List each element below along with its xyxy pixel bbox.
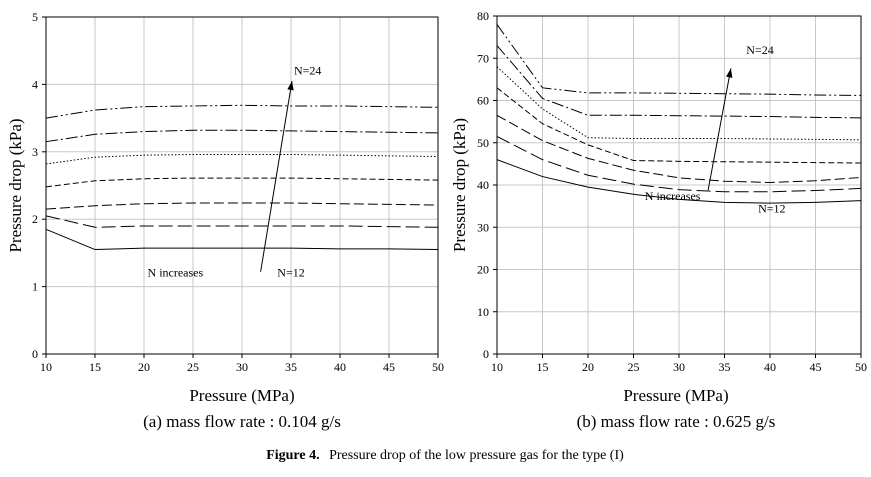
series-line-3 xyxy=(45,202,439,210)
y-tick-label: 80 xyxy=(477,9,489,23)
chart-b-ylabel: Pressure drop (kPa) xyxy=(450,118,469,252)
series-line-5 xyxy=(496,66,862,141)
annotation-label: N=12 xyxy=(758,201,785,215)
y-tick-label: 60 xyxy=(477,94,489,108)
series-line-2 xyxy=(45,215,439,228)
annotation-label: N increases xyxy=(645,189,701,203)
series-line-6 xyxy=(45,129,439,143)
y-tick-label: 0 xyxy=(32,347,38,361)
chart-b-subtitle: (b) mass flow rate : 0.625 g/s xyxy=(577,412,776,431)
caption-text: Pressure drop of the low pressure gas fo… xyxy=(329,448,624,463)
y-tick-label: 0 xyxy=(483,347,489,361)
series-line-1 xyxy=(496,159,862,204)
series-line-4 xyxy=(45,177,439,188)
x-tick-label: 30 xyxy=(673,360,685,374)
y-tick-label: 4 xyxy=(32,77,38,91)
x-tick-label: 10 xyxy=(40,360,52,374)
x-tick-label: 45 xyxy=(383,360,395,374)
x-tick-label: 50 xyxy=(432,360,444,374)
y-tick-label: 50 xyxy=(477,136,489,150)
y-tick-label: 2 xyxy=(32,212,38,226)
x-tick-label: 25 xyxy=(628,360,640,374)
x-tick-label: 45 xyxy=(810,360,822,374)
annotation-label: N=24 xyxy=(746,43,773,57)
annotation-label: N increases xyxy=(148,265,204,279)
n-increases-arrow xyxy=(260,80,293,272)
x-tick-label: 50 xyxy=(855,360,867,374)
x-tick-label: 35 xyxy=(285,360,297,374)
series-line-1 xyxy=(45,228,439,251)
x-tick-label: 15 xyxy=(537,360,549,374)
x-tick-label: 10 xyxy=(491,360,503,374)
x-tick-label: 15 xyxy=(89,360,101,374)
series-line-6 xyxy=(496,45,862,119)
caption-label: Figure 4. xyxy=(266,448,319,463)
figure-caption: Figure 4. Pressure drop of the low press… xyxy=(266,448,624,463)
series-line-7 xyxy=(45,104,439,119)
n-increases-arrow xyxy=(707,68,732,191)
chart-a-ylabel: Pressure drop (kPa) xyxy=(6,118,25,252)
series-line-7 xyxy=(496,24,862,96)
chart-a-subtitle: (a) mass flow rate : 0.104 g/s xyxy=(143,412,341,431)
annotation-label: N=24 xyxy=(294,63,321,77)
y-tick-label: 40 xyxy=(477,178,489,192)
arrow-head-icon xyxy=(287,81,294,91)
x-tick-label: 30 xyxy=(236,360,248,374)
y-tick-label: 1 xyxy=(32,280,38,294)
x-tick-label: 40 xyxy=(334,360,346,374)
x-tick-label: 20 xyxy=(582,360,594,374)
x-tick-label: 35 xyxy=(719,360,731,374)
x-tick-label: 20 xyxy=(138,360,150,374)
series-line-3 xyxy=(496,114,862,183)
y-tick-label: 70 xyxy=(477,51,489,65)
series-line-4 xyxy=(496,87,862,164)
y-tick-label: 5 xyxy=(32,10,38,24)
chart-a-xlabel: Pressure (MPa) xyxy=(189,386,294,405)
y-tick-label: 10 xyxy=(477,305,489,319)
x-tick-label: 25 xyxy=(187,360,199,374)
y-tick-label: 3 xyxy=(32,145,38,159)
chart-b-xlabel: Pressure (MPa) xyxy=(623,386,728,405)
series-line-2 xyxy=(496,135,862,193)
y-tick-label: 30 xyxy=(477,220,489,234)
y-tick-label: 20 xyxy=(477,263,489,277)
series-line-5 xyxy=(45,153,439,165)
x-tick-label: 40 xyxy=(764,360,776,374)
annotation-label: N=12 xyxy=(277,265,304,279)
chart-b: 10 15 20 25 30 35 40 45 5001020304050607080Press… xyxy=(450,9,867,374)
arrow-head-icon xyxy=(726,68,733,78)
